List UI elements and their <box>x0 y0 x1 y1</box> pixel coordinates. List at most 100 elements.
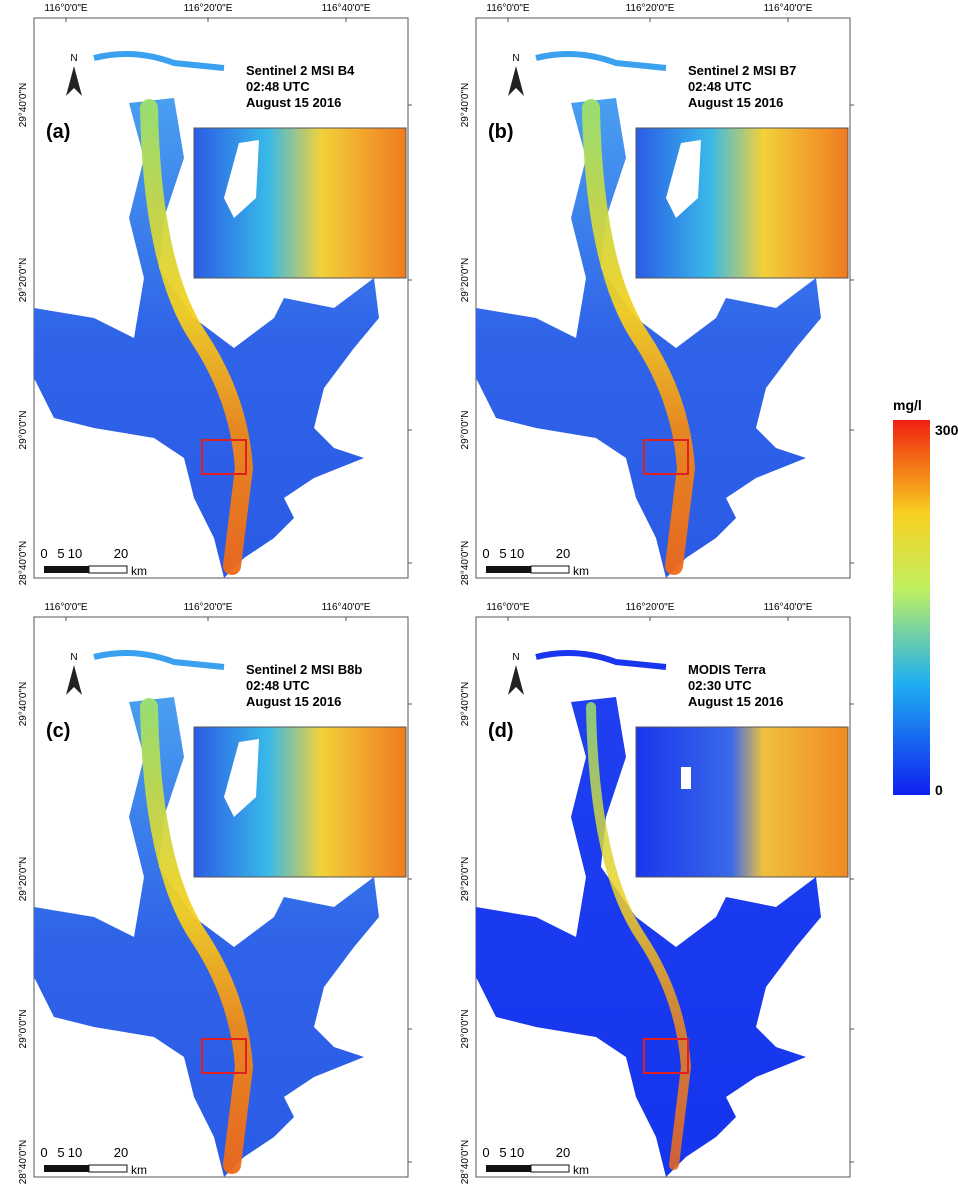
scale-bar-tick: 0 <box>482 1145 489 1160</box>
longitude-label: 116°20'0"E <box>184 3 233 14</box>
panel-date: August 15 2016 <box>246 95 341 110</box>
longitude-label: 116°40'0"E <box>322 602 371 613</box>
scale-bar-tick: 5 <box>499 1145 506 1160</box>
panel-label: (c) <box>46 720 70 742</box>
scale-bar-tick: 5 <box>57 546 64 561</box>
longitude-label: 116°20'0"E <box>626 602 675 613</box>
scale-bar-tick: 0 <box>482 546 489 561</box>
scale-bar-black <box>44 566 89 573</box>
scale-bar-tick: 20 <box>556 546 570 561</box>
north-label: N <box>512 652 519 663</box>
latitude-label: 28°40'0"N <box>460 1140 471 1185</box>
scale-bar-tick: 0 <box>40 546 47 561</box>
inset-map <box>193 127 407 279</box>
longitude-label: 116°0'0"E <box>486 602 530 613</box>
panel-date: August 15 2016 <box>688 95 783 110</box>
colorbar-max: 300 <box>935 422 958 438</box>
latitude-label: 29°40'0"N <box>18 682 29 727</box>
scale-bar-white <box>530 565 570 574</box>
longitude-label: 116°20'0"E <box>184 602 233 613</box>
scale-bar-black <box>486 1165 531 1172</box>
latitude-label: 29°0'0"N <box>460 411 471 450</box>
north-arrow <box>508 665 524 695</box>
colorbar-unit: mg/l <box>893 397 922 413</box>
longitude-label: 116°40'0"E <box>764 3 813 14</box>
river-north <box>93 650 225 670</box>
panel-time: 02:48 UTC <box>688 79 752 94</box>
north-label: N <box>70 652 77 663</box>
latitude-label: 29°20'0"N <box>460 258 471 303</box>
latitude-label: 29°20'0"N <box>18 258 29 303</box>
study-box <box>201 1038 247 1074</box>
longitude-label: 116°0'0"E <box>486 3 530 14</box>
scale-bar-tick: 5 <box>57 1145 64 1160</box>
scale-bar-tick: 10 <box>68 1145 82 1160</box>
scale-bar-black <box>44 1165 89 1172</box>
scale-bar-tick: 10 <box>510 546 524 561</box>
panel-label: (b) <box>488 121 514 143</box>
north-arrow <box>66 66 82 96</box>
latitude-label: 29°0'0"N <box>18 411 29 450</box>
river-north <box>535 650 667 670</box>
panel-sensor: Sentinel 2 MSI B4 <box>246 63 355 78</box>
main-channel <box>582 99 696 575</box>
latitude-label: 28°40'0"N <box>18 541 29 586</box>
scale-bar-tick: 20 <box>556 1145 570 1160</box>
panel-time: 02:48 UTC <box>246 678 310 693</box>
north-label: N <box>70 53 77 64</box>
latitude-label: 29°20'0"N <box>460 857 471 902</box>
latitude-label: 29°0'0"N <box>18 1010 29 1049</box>
scale-bar-tick: 0 <box>40 1145 47 1160</box>
longitude-label: 116°0'0"E <box>44 602 88 613</box>
longitude-label: 116°40'0"E <box>322 3 371 14</box>
north-arrow <box>66 665 82 695</box>
colorbar: mg/l 300 0 <box>893 397 958 798</box>
inset-island <box>224 739 259 817</box>
scale-bar-unit: km <box>131 1163 147 1177</box>
panel-sensor: MODIS Terra <box>688 662 767 677</box>
scale-bar-white <box>530 1164 570 1173</box>
inset-island <box>666 140 701 218</box>
panel-date: August 15 2016 <box>246 694 341 709</box>
latitude-label: 29°20'0"N <box>18 857 29 902</box>
scale-bar-unit: km <box>131 564 147 578</box>
scale-bar-tick: 10 <box>510 1145 524 1160</box>
panel-sensor: Sentinel 2 MSI B7 <box>688 63 796 78</box>
scale-bar-unit: km <box>573 564 589 578</box>
inset-island <box>224 140 259 218</box>
scale-bar-tick: 20 <box>114 1145 128 1160</box>
study-box <box>643 1038 689 1074</box>
latitude-label: 28°40'0"N <box>18 1140 29 1185</box>
panel-sensor: Sentinel 2 MSI B8b <box>246 662 362 677</box>
panel-time: 02:30 UTC <box>688 678 752 693</box>
panel-label: (a) <box>46 121 70 143</box>
panel-time: 02:48 UTC <box>246 79 310 94</box>
inset-map <box>193 726 407 878</box>
inset-island <box>681 767 691 789</box>
study-box <box>643 439 689 475</box>
river-north <box>93 51 225 71</box>
main-channel <box>140 698 254 1174</box>
panel-label: (d) <box>488 720 514 742</box>
main-channel <box>140 99 254 575</box>
inset-map <box>635 127 849 279</box>
north-arrow <box>508 66 524 96</box>
inset-map <box>635 726 849 878</box>
longitude-label: 116°40'0"E <box>764 602 813 613</box>
study-box <box>201 439 247 475</box>
latitude-label: 28°40'0"N <box>460 541 471 586</box>
scale-bar-tick: 5 <box>499 546 506 561</box>
panel-date: August 15 2016 <box>688 694 783 709</box>
scale-bar-white <box>88 565 128 574</box>
latitude-label: 29°40'0"N <box>460 682 471 727</box>
colorbar-ramp <box>893 420 930 795</box>
river-north <box>535 51 667 71</box>
scale-bar-tick: 20 <box>114 546 128 561</box>
colorbar-min: 0 <box>935 782 943 798</box>
latitude-label: 29°0'0"N <box>460 1010 471 1049</box>
longitude-label: 116°20'0"E <box>626 3 675 14</box>
